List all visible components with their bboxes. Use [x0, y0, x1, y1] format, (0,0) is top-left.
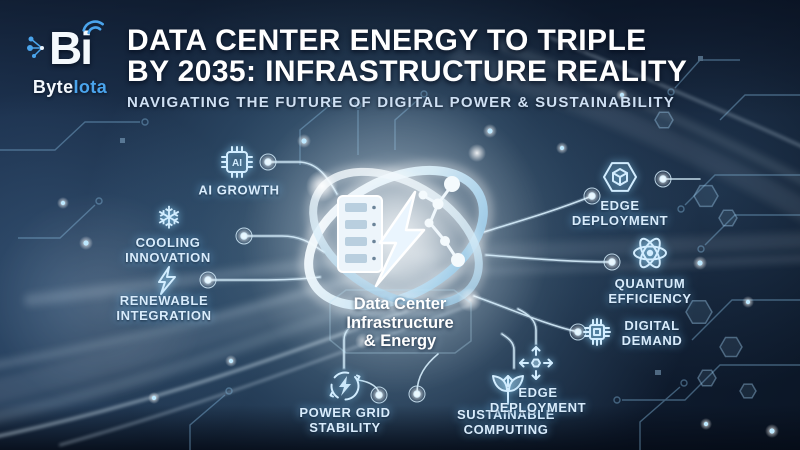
- node-label: EDGE DEPLOYMENT: [571, 197, 669, 228]
- node-label: POWER GRID STABILITY: [299, 404, 391, 435]
- hub-icons: [334, 168, 466, 300]
- atom-icon: [629, 232, 671, 274]
- brand-name: ByteIota: [14, 77, 126, 98]
- brand-mark: Bi: [14, 20, 126, 76]
- page-subtitle: NAVIGATING THE FUTURE OF DIGITAL POWER &…: [127, 94, 675, 111]
- chip-icon: [580, 315, 614, 349]
- node-connectors: [199, 153, 701, 404]
- node-label: SUSTAINABLE COMPUTING: [456, 406, 556, 437]
- plant-icon: [489, 368, 527, 408]
- node-label: EDGE DEPLOYMENT: [489, 384, 587, 415]
- glow-dots: [57, 89, 779, 438]
- brand-name-part2: Iota: [73, 77, 108, 97]
- hexagon-pattern: [654, 111, 757, 399]
- connector-dots: [199, 153, 672, 404]
- lens-flares: [306, 144, 486, 349]
- page-title: DATA CENTER ENERGY TO TRIPLE BY 2035: IN…: [127, 24, 688, 88]
- recycle-bolt-icon: [326, 367, 364, 405]
- brand-mark-text: Bi: [49, 22, 93, 74]
- wifi-signal-icon: [82, 20, 104, 35]
- node-label: QUANTUM EFFICIENCY: [608, 275, 692, 306]
- lightning-icon: [152, 265, 182, 297]
- node-label: RENEWABLE INTEGRATION: [116, 292, 212, 323]
- hexagon-cube-icon: [600, 157, 640, 197]
- brand-logo: Bi ByteIota: [14, 20, 126, 98]
- ai-chip-icon: AI: [219, 144, 255, 180]
- svg-text:AI: AI: [232, 158, 242, 169]
- node-label: AI GROWTH: [198, 182, 280, 198]
- server-rack-icon: [337, 195, 383, 273]
- lightning-bolt-icon: [374, 190, 426, 288]
- hub-label: Data Center Infrastructure & Energy: [346, 295, 454, 351]
- snowflake-icon: ❄: [156, 200, 182, 236]
- network-molecule-icon: [418, 176, 465, 267]
- hub-arrows-icon: [516, 343, 556, 383]
- hub-label-frame: [329, 289, 472, 354]
- node-label: DIGITAL DEMAND: [621, 317, 683, 348]
- brand-name-part1: Byte: [32, 77, 74, 97]
- network-cluster-icon: [27, 36, 44, 58]
- node-label: COOLING INNOVATION: [125, 234, 211, 265]
- header-titles: DATA CENTER ENERGY TO TRIPLE BY 2035: IN…: [127, 25, 687, 111]
